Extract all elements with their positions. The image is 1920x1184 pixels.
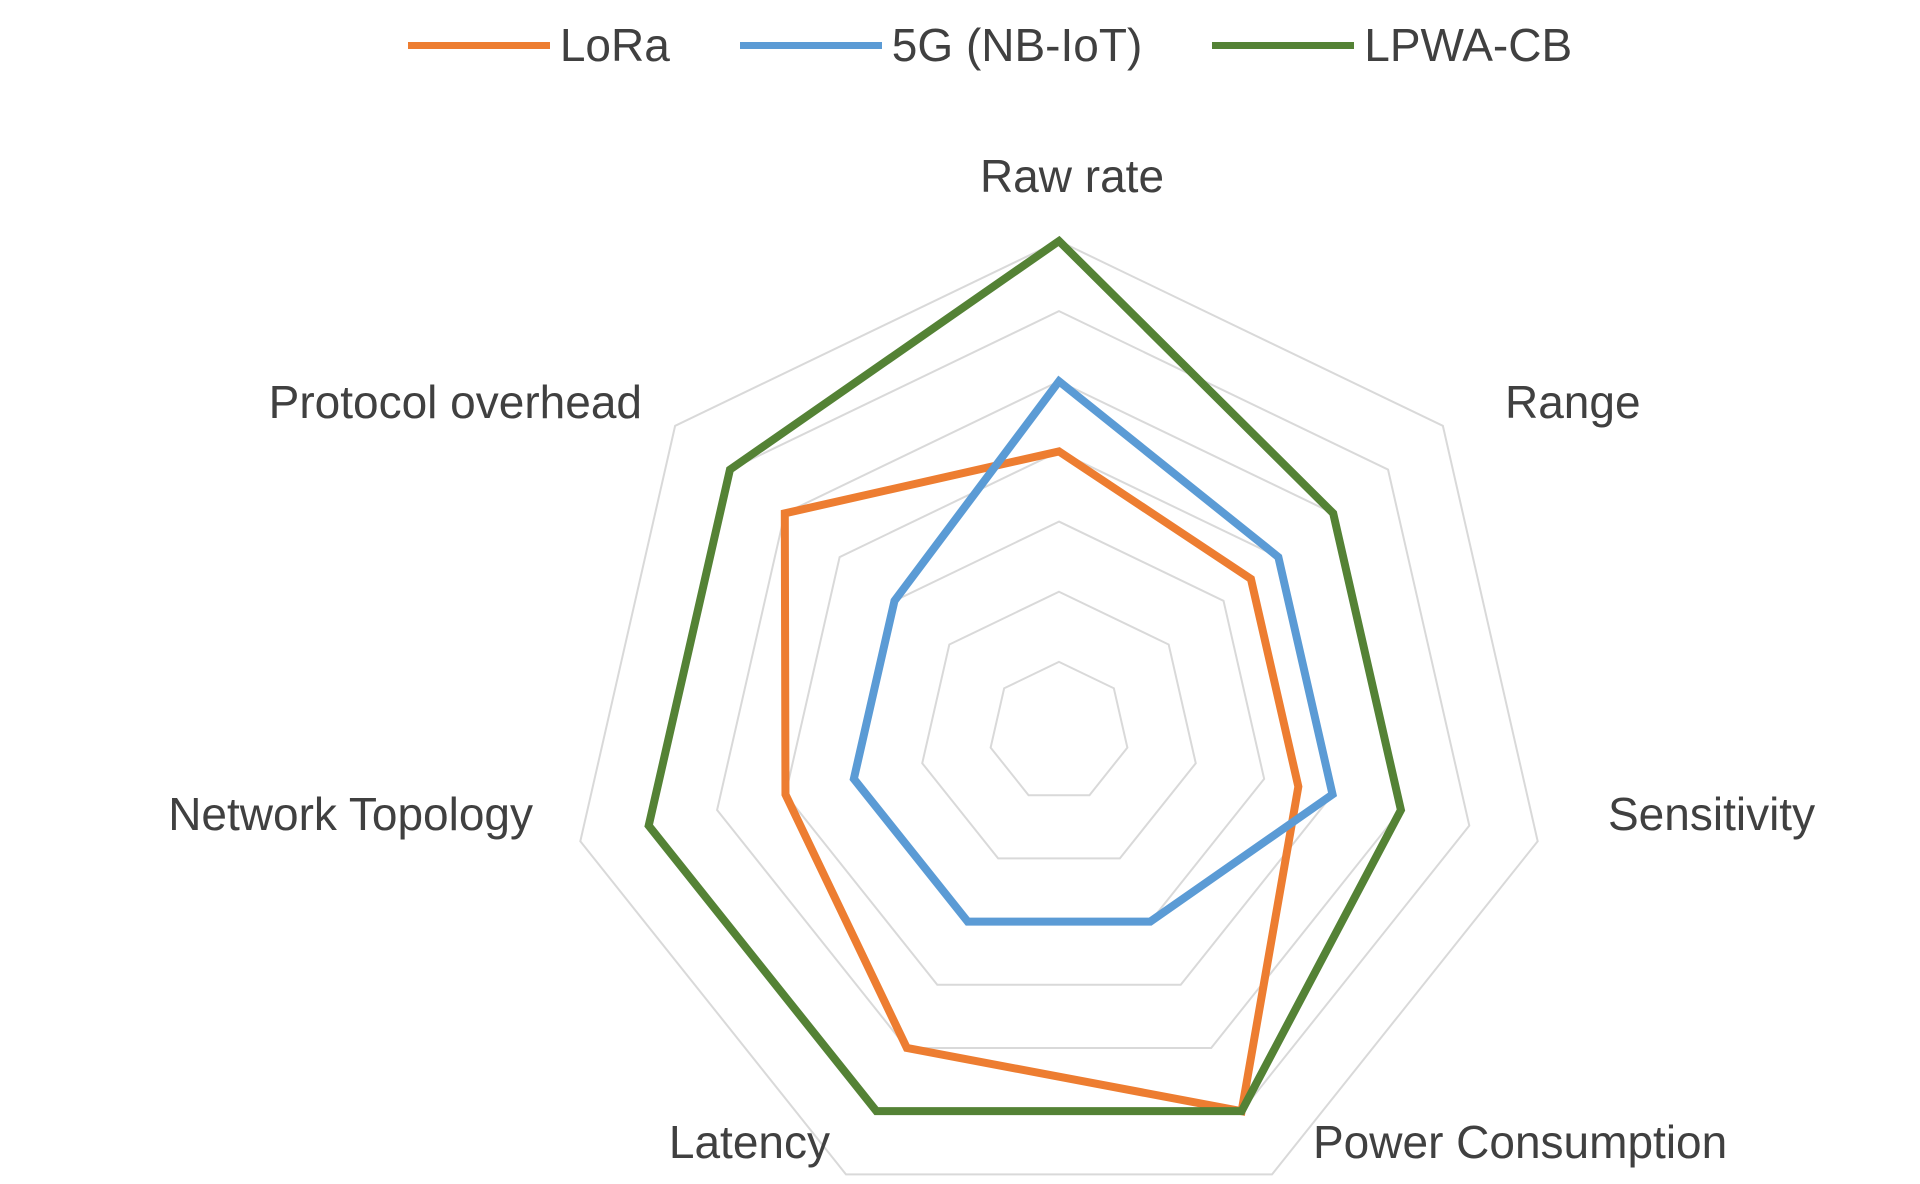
legend-swatch [407, 41, 550, 49]
series-line-lora [780, 447, 1303, 1116]
axis-label: Latency [669, 1116, 830, 1168]
grid-ring [921, 590, 1197, 860]
legend-item-5g: 5G (NB-IoT) [739, 18, 1143, 72]
axis-label: Sensitivity [1608, 788, 1815, 840]
legend-swatch [739, 41, 882, 49]
legend-label: LoRa [559, 19, 670, 71]
series-line-lpwa-cb [644, 235, 1406, 1116]
axis-label: Range [1505, 376, 1641, 428]
grid-ring [647, 310, 1471, 1113]
axis-label: Network Topology [168, 788, 533, 840]
legend: LoRa 5G (NB-IoT) LPWA-CB [0, 18, 1920, 72]
series-line-5g-nb-iot- [849, 375, 1338, 926]
legend-label: 5G (NB-IoT) [891, 19, 1143, 71]
legend-label: LPWA-CB [1364, 19, 1573, 71]
grid-ring [579, 239, 1539, 1176]
axis-label: Raw rate [980, 150, 1164, 202]
legend-item-lpwa-cb: LPWA-CB [1212, 18, 1572, 72]
legend-swatch [1212, 41, 1355, 49]
axis-label: Power Consumption [1313, 1116, 1727, 1168]
axis-label: Protocol overhead [269, 376, 642, 428]
grid-ring [989, 660, 1129, 797]
legend-item-lora: LoRa [407, 18, 670, 72]
